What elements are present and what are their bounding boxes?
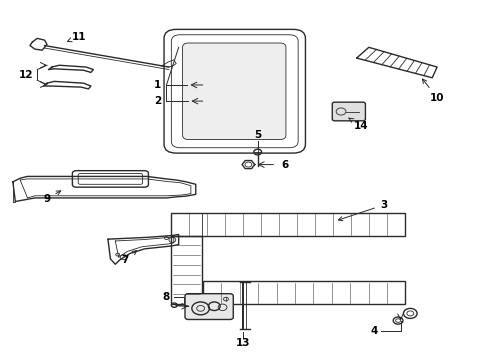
Text: 7: 7 [121, 251, 136, 265]
Text: 9: 9 [43, 191, 61, 204]
FancyBboxPatch shape [182, 43, 285, 139]
FancyBboxPatch shape [331, 102, 365, 121]
Text: 10: 10 [422, 79, 444, 103]
Bar [171, 235, 201, 304]
Text: 2: 2 [154, 96, 161, 106]
Text: 12: 12 [19, 70, 33, 80]
FancyBboxPatch shape [184, 294, 233, 319]
Text: 1: 1 [154, 80, 161, 90]
Text: 6: 6 [281, 159, 288, 170]
Bar [171, 213, 405, 235]
Text: 4: 4 [369, 325, 377, 336]
Bar [203, 282, 405, 304]
Text: 11: 11 [67, 32, 86, 42]
Text: 13: 13 [235, 338, 250, 348]
Text: 14: 14 [348, 118, 368, 131]
Text: 5: 5 [254, 130, 261, 140]
Bar [171, 213, 201, 235]
Text: 8: 8 [163, 292, 170, 302]
Text: 3: 3 [338, 200, 386, 221]
